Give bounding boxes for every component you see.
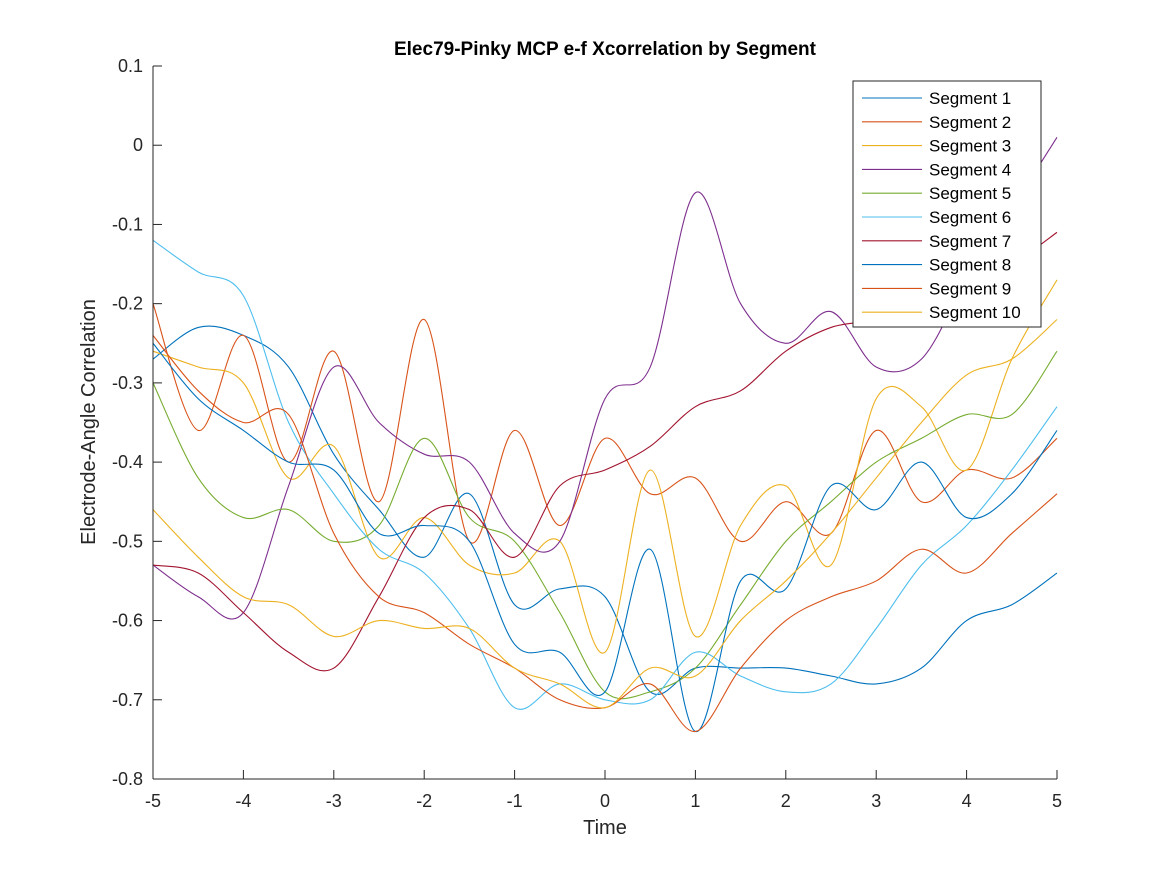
x-tick-label: -1 [507, 791, 523, 811]
y-tick-label: -0.5 [112, 531, 143, 551]
x-tick-label: 1 [690, 791, 700, 811]
x-tick-label: -5 [145, 791, 161, 811]
x-tick-label: 4 [962, 791, 972, 811]
legend-label: Segment 3 [929, 137, 1011, 156]
x-ticks: -5 -4 -3 -2 -1 0 1 2 3 4 5 [145, 770, 1062, 811]
y-tick-label: -0.3 [112, 373, 143, 393]
y-tick-label: -0.6 [112, 611, 143, 631]
y-axis-label: Electrode-Angle Correlation [78, 299, 100, 545]
x-tick-label: -4 [235, 791, 251, 811]
legend-label: Segment 4 [929, 160, 1011, 179]
series-line-segment-3 [152, 279, 1058, 654]
x-tick-label: 3 [871, 791, 881, 811]
y-tick-label: -0.7 [112, 690, 143, 710]
legend-label: Segment 1 [929, 89, 1011, 108]
legend-label: Segment 8 [929, 256, 1011, 275]
x-tick-label: 2 [781, 791, 791, 811]
x-tick-label: 0 [600, 791, 610, 811]
legend-label: Segment 10 [929, 303, 1021, 322]
y-tick-label: -0.4 [112, 452, 143, 472]
chart-title: Elec79-Pinky MCP e-f Xcorrelation by Seg… [394, 39, 817, 60]
series-line-segment-8 [152, 342, 1058, 733]
series-line-segment-2 [152, 303, 1058, 544]
x-tick-label: -2 [416, 791, 432, 811]
series-line-segment-10 [152, 319, 1058, 709]
legend-label: Segment 7 [929, 232, 1011, 251]
legend-label: Segment 5 [929, 184, 1011, 203]
x-axis-label: Time [583, 817, 627, 839]
series-line-segment-1 [152, 325, 1058, 695]
y-tick-label: 0.1 [118, 56, 143, 76]
series-line-segment-6 [152, 239, 1058, 710]
y-ticks: -0.8 -0.7 -0.6 -0.5 -0.4 -0.3 -0.2 -0.1 0 0.1 [112, 56, 162, 789]
series-line-segment-4 [152, 137, 1058, 620]
y-tick-label: -0.2 [112, 294, 143, 314]
legend-items: Segment 1 Segment 2 Segment 3 Segment 4 Segm… [862, 89, 1021, 322]
y-tick-label: 0 [133, 135, 143, 155]
legend-label: Segment 6 [929, 208, 1011, 227]
legend-label: Segment 2 [929, 113, 1011, 132]
y-tick-label: -0.1 [112, 214, 143, 234]
y-tick-label: -0.8 [112, 769, 143, 789]
x-tick-label: 5 [1052, 791, 1062, 811]
legend-label: Segment 9 [929, 279, 1011, 298]
x-tick-label: -3 [326, 791, 342, 811]
legend: Segment 1 Segment 2 Segment 3 Segment 4 Segm… [852, 80, 1042, 328]
